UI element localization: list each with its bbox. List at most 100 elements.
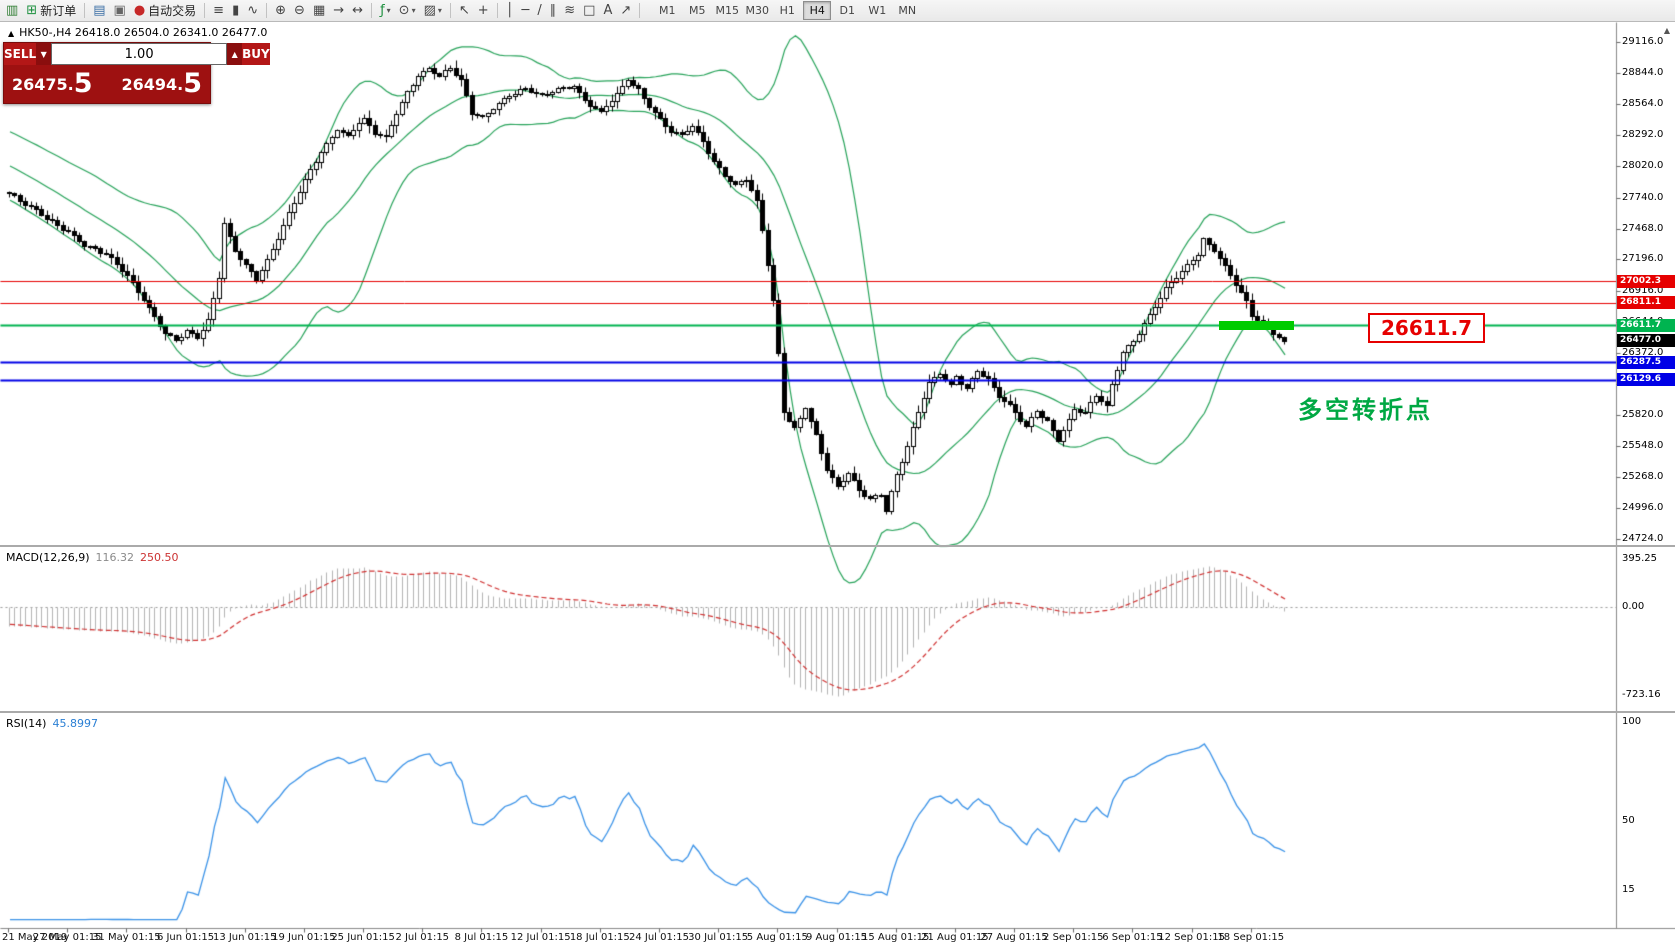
new-order-button[interactable]: ⊞ 新订单 <box>23 1 79 20</box>
price-axis-label: 28844.0 <box>1622 66 1664 78</box>
volume-input[interactable] <box>51 43 228 65</box>
date-label: 6 Sep 01:15 <box>1102 932 1163 943</box>
price-axis-label: 25548.0 <box>1622 439 1664 451</box>
date-label: 13 Jun 01:15 <box>212 932 277 943</box>
date-label: 27 Aug 01:15 <box>980 932 1048 943</box>
timeframe-w1-button[interactable]: W1 <box>868 4 887 17</box>
timeframe-mn-button[interactable]: MN <box>898 4 917 17</box>
price-axis-label: 29116.0 <box>1622 36 1664 48</box>
channel-icon: ∥ <box>549 3 557 18</box>
dropdown-arrow-icon: ▾ <box>437 6 442 15</box>
date-label: 27 May 01:15 <box>32 932 102 943</box>
pane-separator-macd[interactable] <box>0 545 1675 547</box>
dropdown-arrow-icon: ▾ <box>386 6 391 15</box>
price-axis-label: 24724.0 <box>1622 533 1664 544</box>
chart-shift-icon[interactable]: ↔ <box>349 1 366 20</box>
candlestick-chart-icon[interactable]: ▮ <box>229 1 242 20</box>
hline-price-tag: 26811.1 <box>1617 296 1675 310</box>
data-window-icon[interactable]: ▣ <box>111 1 129 20</box>
price-axis-label: 26916.0 <box>1622 284 1664 296</box>
pane-separator-rsi[interactable] <box>0 711 1675 713</box>
macd-signal-value: 250.50 <box>140 551 179 564</box>
timeframe-m15-button[interactable]: M15 <box>715 4 740 17</box>
collapse-panel-icon[interactable]: ▲ <box>8 29 15 38</box>
volume-decrease-button[interactable]: ▼ <box>36 43 52 65</box>
periods-icon[interactable]: ⊙ ▾ <box>396 1 419 20</box>
date-label: 18 Jul 01:15 <box>569 932 630 943</box>
price-axis[interactable]: 29116.0 28844.0 28564.0 28292.0 28020.0 27740… <box>1616 22 1675 928</box>
auto-trading-button[interactable]: ● 自动交易 <box>131 1 199 20</box>
arrow-tools-icon[interactable]: ↗ <box>617 1 634 20</box>
auto-trading-button: ● <box>133 3 146 18</box>
price-axis-label: 24996.0 <box>1622 502 1664 514</box>
tile-windows-icon[interactable]: ▦ <box>310 1 328 20</box>
timeframe-m30-button[interactable]: M30 <box>745 4 770 17</box>
timeframe-m1-button[interactable]: M1 <box>659 4 676 17</box>
crosshair-icon[interactable]: + <box>475 1 492 20</box>
cursor-icon[interactable]: ↖ <box>456 1 473 20</box>
one-click-trading-panel: SELL ▼ ▲ BUY 26475.5 26494.5 <box>3 42 270 104</box>
dropdown-arrow-icon: ▾ <box>411 6 416 15</box>
fibonacci-icon[interactable]: ≋ <box>561 1 578 20</box>
horizontal-line-icon[interactable]: ─ <box>519 1 533 20</box>
line-chart-icon[interactable]: ∿ <box>244 1 261 20</box>
highlight-segment[interactable] <box>1218 321 1294 331</box>
scroll-up-icon[interactable]: ▲ <box>1663 26 1670 35</box>
toolbar-separator <box>371 3 373 18</box>
date-label: 6 Jun 01:15 <box>156 932 215 943</box>
date-label: 19 Jun 01:15 <box>272 932 336 943</box>
buy-button[interactable]: BUY <box>242 43 270 65</box>
auto-scroll-icon[interactable]: → <box>330 1 347 20</box>
date-label: 2 Sep 01:15 <box>1043 932 1104 943</box>
bar-chart-icon[interactable]: ≡ <box>210 1 227 20</box>
zoom-out-icon[interactable]: ⊖ <box>291 1 308 20</box>
templates-icon: ▨ <box>423 3 436 18</box>
chart-ohlc-header: ▲ HK50-,H4 26418.0 26504.0 26341.0 26477.… <box>8 26 267 39</box>
timeframe-d1-button[interactable]: D1 <box>839 4 855 17</box>
vertical-line-icon[interactable]: │ <box>503 1 517 20</box>
timeframe-h1-button[interactable]: H1 <box>779 4 795 17</box>
rsi-header: RSI(14) 45.8997 <box>6 717 98 730</box>
macd-value: 116.32 <box>95 551 135 564</box>
timeframe-m5-button[interactable]: M5 <box>689 4 706 17</box>
toolbar-separator <box>496 3 498 18</box>
sell-button[interactable]: SELL <box>4 43 37 65</box>
tile-windows-icon: ▦ <box>312 3 326 18</box>
date-label: 12 Jul 01:15 <box>510 932 571 943</box>
macd-title: MACD(12,26,9) <box>6 551 90 564</box>
buy-price-big: 5 <box>183 68 202 99</box>
timeframe-h4-button[interactable]: H4 <box>803 1 832 20</box>
app-chart-icon[interactable]: ▥ <box>3 1 21 20</box>
text-icon: A <box>603 3 613 18</box>
channel-icon[interactable]: ∥ <box>547 1 560 20</box>
indicators-icon[interactable]: ƒ ▾ <box>377 1 394 20</box>
text-icon[interactable]: A <box>600 1 615 20</box>
shapes-icon[interactable]: □ <box>580 1 598 20</box>
date-label: 21 May 2019 <box>2 932 68 943</box>
horizontal-line-icon: ─ <box>521 3 530 18</box>
buy-price[interactable]: 26494. 5 <box>107 65 210 103</box>
sell-price-big: 5 <box>73 68 93 99</box>
zoom-in-icon[interactable]: ⊕ <box>272 1 289 20</box>
volume-increase-button[interactable]: ▲ <box>227 43 243 65</box>
templates-icon[interactable]: ▨ ▾ <box>421 1 445 20</box>
sell-price[interactable]: 26475. 5 <box>4 65 107 103</box>
date-label: 31 May 01:15 <box>92 932 161 943</box>
line-chart-icon: ∿ <box>247 3 259 18</box>
chart-annotation-text[interactable]: 多空转折点 <box>1298 396 1433 424</box>
trendline-icon[interactable]: / <box>534 1 544 20</box>
macd-axis-label: 0.00 <box>1622 601 1645 613</box>
date-label: 15 Aug 01:15 <box>861 932 930 943</box>
date-label: 2 Jul 01:15 <box>395 932 450 943</box>
indicators-icon: ƒ <box>380 3 385 18</box>
zoom-in-icon: ⊕ <box>275 3 287 18</box>
arrow-tools-icon: ↗ <box>620 3 632 18</box>
price-callout-label[interactable]: 26611.7 <box>1368 313 1486 343</box>
price-axis-label: 25268.0 <box>1622 471 1664 483</box>
rsi-axis-label: 100 <box>1622 715 1642 727</box>
market-watch-icon[interactable]: ▤ <box>90 1 108 20</box>
time-axis[interactable]: 21 May 2019 27 May 01:15 31 May 01:15 6 Jun… <box>0 928 1616 949</box>
candlestick-chart-icon: ▮ <box>232 3 240 18</box>
